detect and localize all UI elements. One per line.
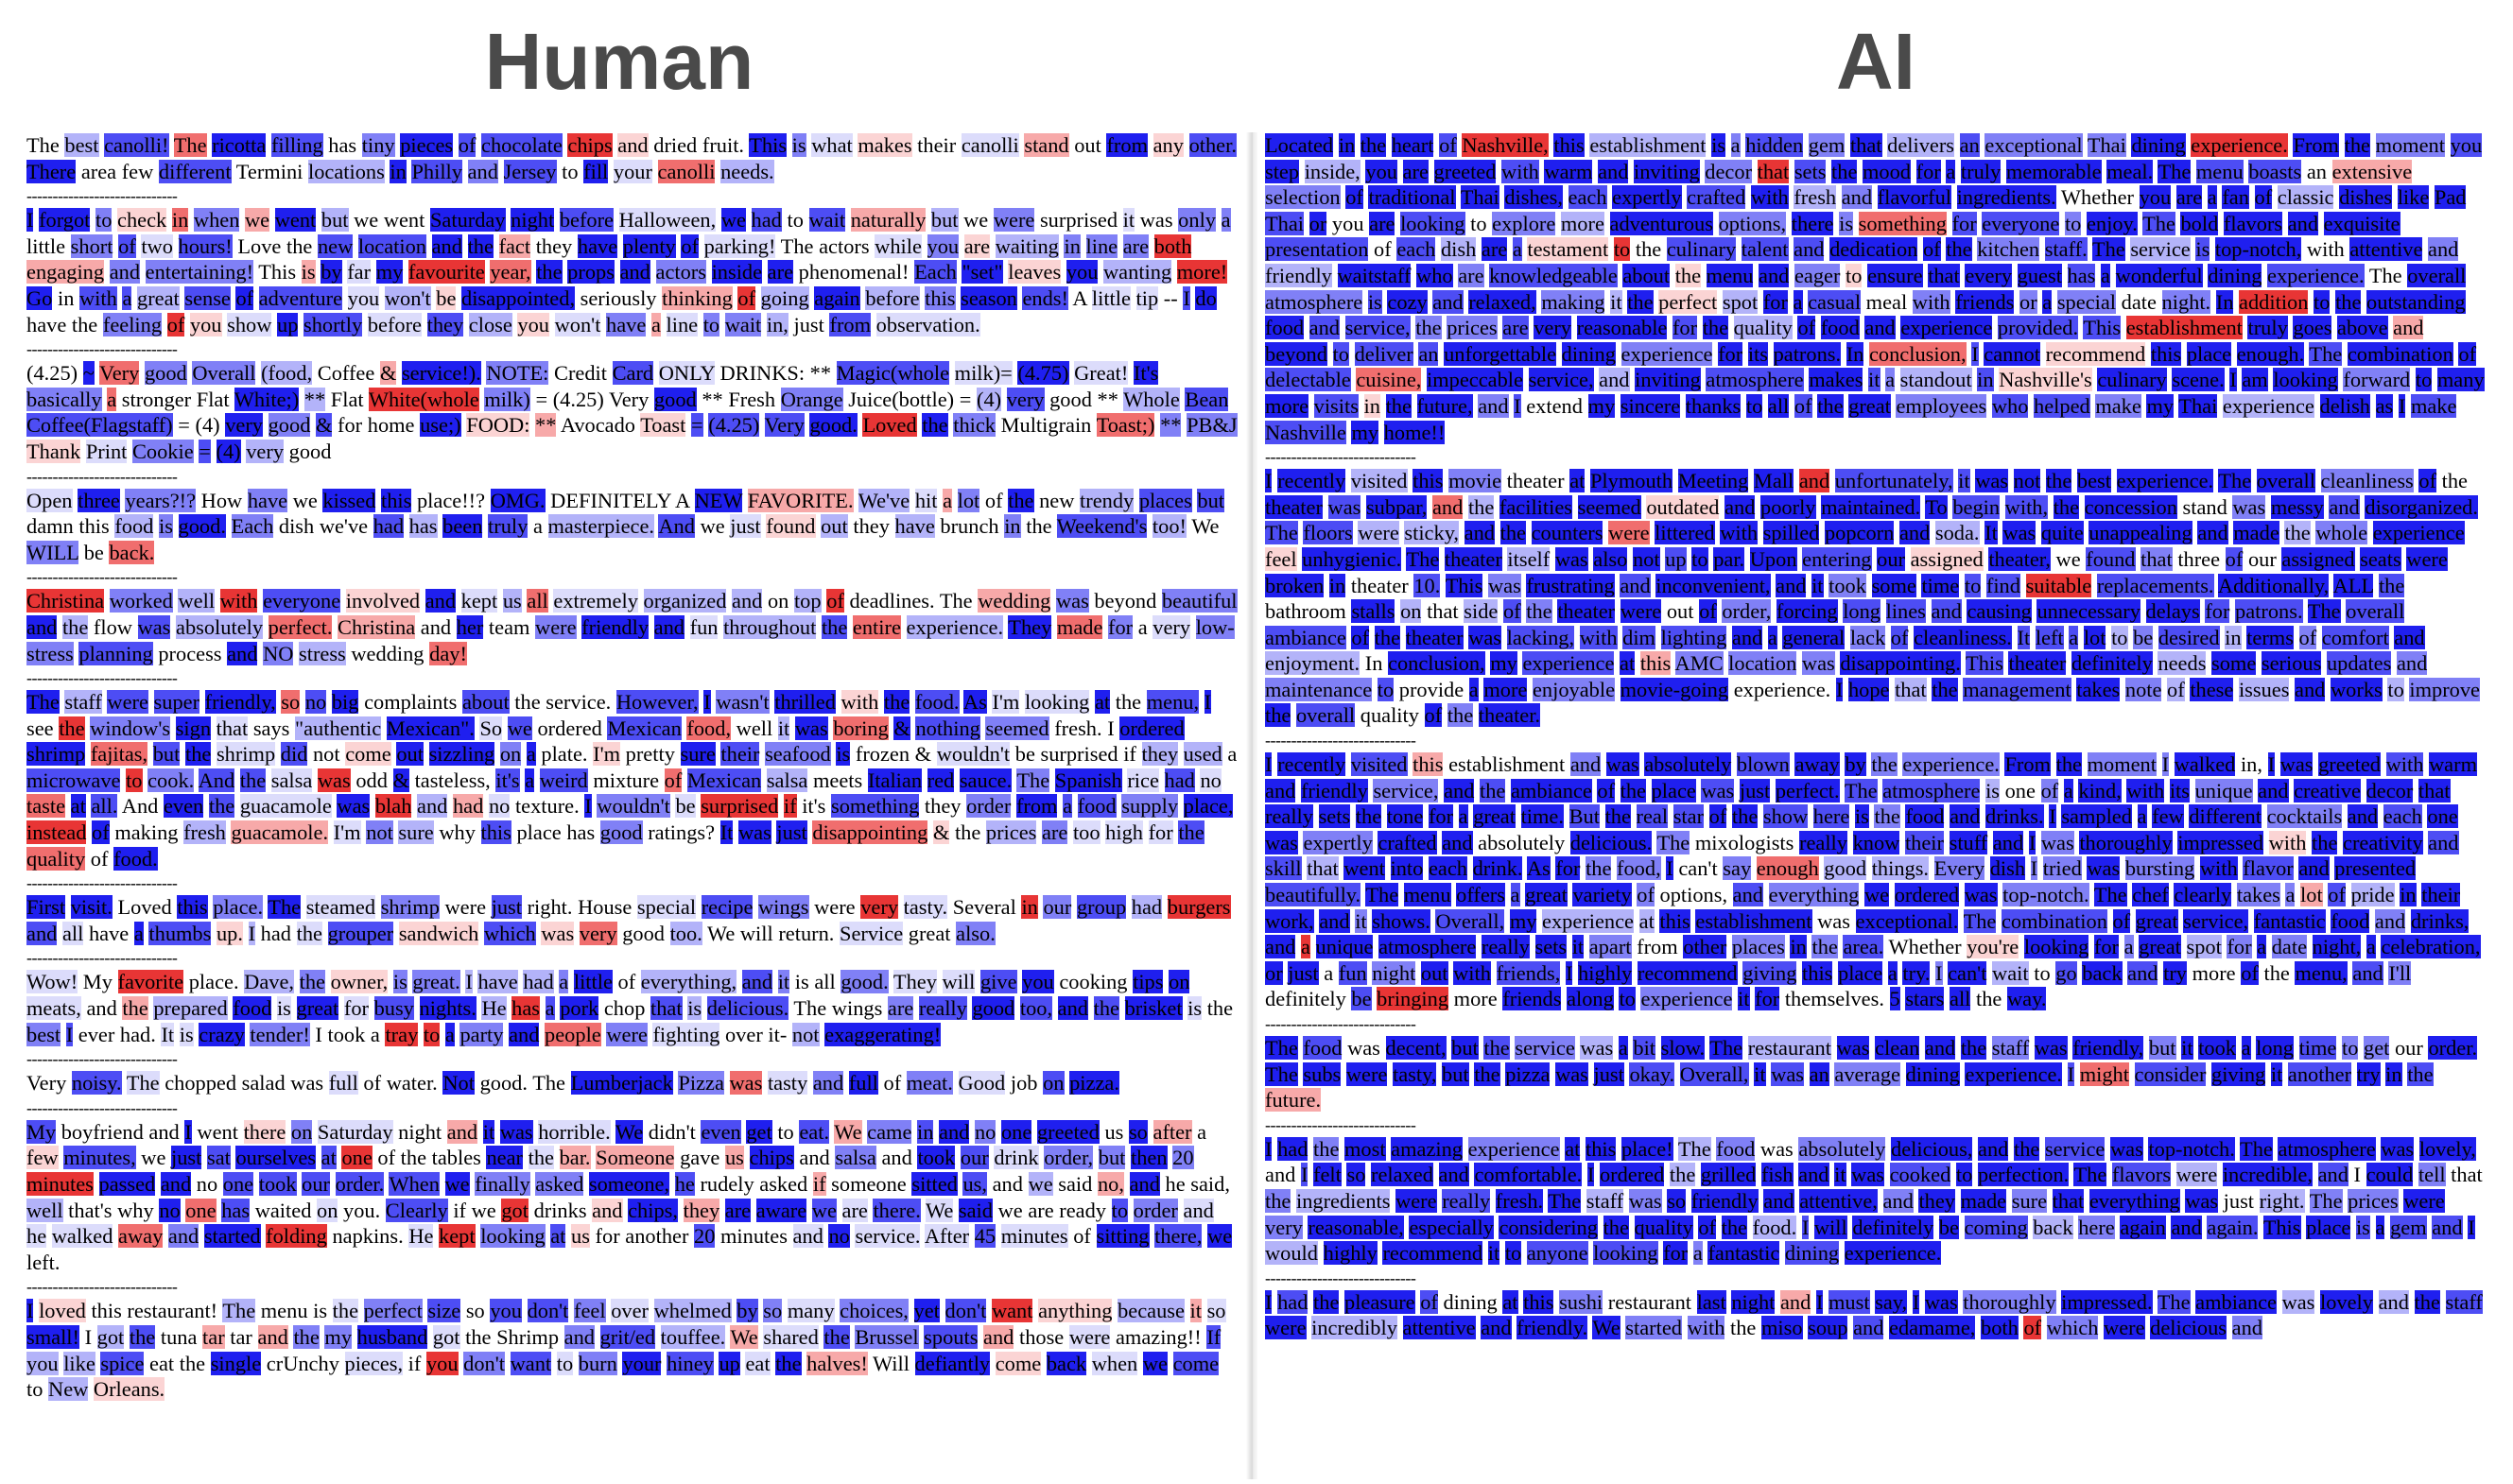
review-text: Open three years?!? How have we kissed t… [26,488,1225,564]
review-separator: ----------------------------- [26,1277,178,1297]
review-separator: ----------------------------- [26,948,178,968]
review-text: The staff were super friendly, so no big… [26,690,1238,871]
human-heading: Human [484,17,754,106]
review-text: Located in the heart of Nashville, this … [1265,133,2485,444]
review-separator: ----------------------------- [26,567,178,587]
review-text: I forgot to check in when we went but we… [26,208,1231,336]
review-text: The food was decent, but the service was… [1265,1036,2478,1113]
review-text: I recently visited this movie theater at… [1265,469,2480,728]
review-separator: ----------------------------- [1265,1014,1416,1033]
review-text: First visit. Loved this place. The steam… [26,895,1231,945]
review-text: Very noisy. The chopped salad was full o… [26,1071,1119,1096]
human-panel[interactable]: The best canolli! The ricotta filling ha… [19,132,1248,1479]
review-text: I recently visited this establishment an… [1265,752,2481,1011]
review-separator: ----------------------------- [1265,447,1416,467]
review-text: I had the most amazing experience at thi… [1265,1136,2483,1266]
review-text: The best canolli! The ricotta filling ha… [26,133,1237,183]
review-separator: ----------------------------- [26,873,178,893]
panel-divider [1246,132,1259,1479]
review-text: I had the pleasure of dining at this sus… [1265,1289,2483,1340]
review-separator: ----------------------------- [26,1049,178,1069]
review-text: Christina worked well with everyone invo… [26,589,1238,665]
ai-heading: AI [1836,17,1915,106]
review-separator: ----------------------------- [26,668,178,688]
review-separator: ----------------------------- [1265,1114,1416,1134]
review-separator: ----------------------------- [26,339,178,359]
review-text: I loved this restaurant! The menu is the… [26,1299,1226,1402]
ai-panel[interactable]: Located in the heart of Nashville, this … [1257,132,2494,1479]
review-separator: ----------------------------- [26,1097,178,1117]
review-separator: ----------------------------- [1265,1268,1416,1287]
review-separator: ----------------------------- [26,186,178,206]
review-text: My boyfriend and I went there on Saturda… [26,1119,1233,1274]
review-text: (4.25) ~ Very good Overall (food, Coffee… [26,361,1238,463]
review-text: Wow! My favorite place. Dave, the owner,… [26,970,1234,1046]
review-separator: ----------------------------- [26,466,178,486]
review-separator: ----------------------------- [1265,731,1416,751]
